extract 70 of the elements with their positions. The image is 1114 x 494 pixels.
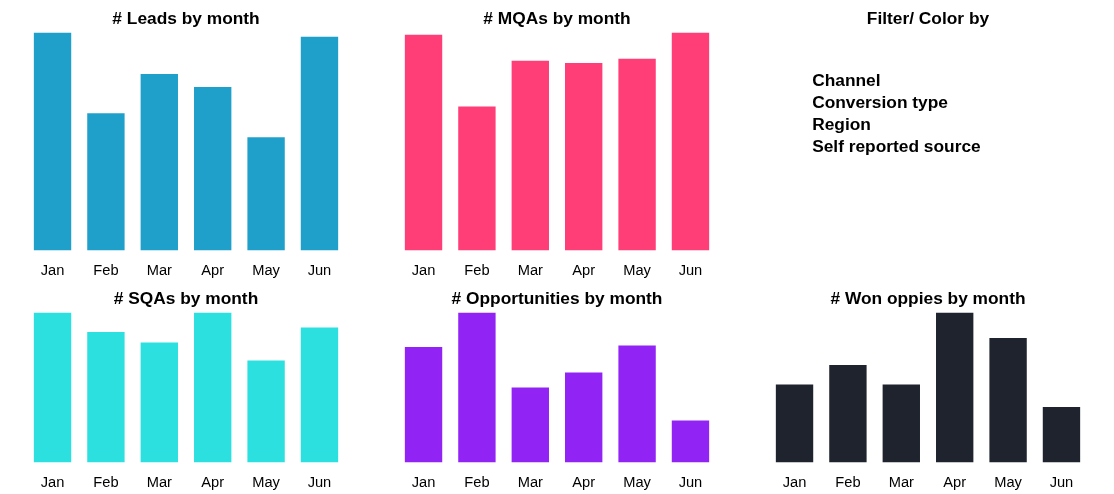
x-tick-label: Feb — [93, 261, 119, 278]
x-tick-label: Apr — [943, 473, 967, 490]
text: Region — [812, 114, 871, 135]
bar — [194, 312, 232, 463]
chart-title: # Opportunities by month — [451, 287, 663, 308]
bar — [404, 347, 443, 463]
bar — [194, 87, 232, 251]
bar — [300, 36, 339, 251]
bar — [882, 384, 920, 463]
bar — [140, 342, 178, 463]
bar — [33, 312, 72, 463]
bar — [33, 32, 72, 251]
x-tick-label: Mar — [146, 473, 173, 490]
x-tick-label: May — [252, 261, 281, 278]
bar — [565, 372, 603, 463]
x-tick-label: Mar — [517, 473, 544, 490]
bar — [87, 113, 125, 251]
x-tick-label: Mar — [888, 473, 915, 490]
bar — [618, 58, 656, 251]
x-tick-label: Jun — [678, 261, 703, 278]
x-tick-label: Feb — [93, 473, 119, 490]
bar — [671, 420, 710, 463]
x-tick-label: Apr — [572, 473, 596, 490]
x-tick-label: Jun — [678, 473, 703, 490]
x-tick-label: May — [994, 473, 1023, 490]
chart-title: # Won oppies by month — [830, 287, 1026, 308]
bar — [140, 73, 178, 251]
x-tick-label: Mar — [146, 261, 173, 278]
text: Channel — [812, 70, 881, 91]
x-tick-label: Jan — [782, 473, 807, 490]
bar — [87, 332, 125, 463]
bar — [671, 32, 710, 251]
x-tick-label: May — [623, 473, 652, 490]
text: Self reported source — [812, 135, 982, 156]
bar — [300, 327, 339, 463]
x-tick-label: Mar — [517, 261, 544, 278]
x-tick-label: Jan — [40, 473, 65, 490]
x-tick-label: Feb — [835, 473, 861, 490]
text: Conversion type — [812, 92, 949, 113]
x-tick-label: May — [252, 473, 281, 490]
bar — [989, 338, 1027, 463]
bar — [511, 60, 549, 251]
chart-title: # MQAs by month — [483, 7, 631, 28]
x-tick-label: Jan — [411, 261, 436, 278]
bar — [1042, 407, 1081, 463]
bar — [247, 137, 285, 251]
bar — [458, 312, 496, 463]
bar — [618, 345, 656, 463]
x-tick-label: May — [623, 261, 652, 278]
bar — [775, 384, 814, 463]
x-tick-label: Jan — [40, 261, 65, 278]
x-tick-label: Apr — [201, 473, 225, 490]
x-tick-label: Jun — [1049, 473, 1074, 490]
x-tick-label: Apr — [201, 261, 225, 278]
x-tick-label: Jan — [411, 473, 436, 490]
x-tick-label: Jun — [307, 261, 332, 278]
chart-title: # SQAs by month — [113, 287, 259, 308]
bar — [247, 360, 285, 463]
chart-title: # Leads by month — [112, 7, 260, 28]
x-tick-label: Jun — [307, 473, 332, 490]
bar — [404, 34, 443, 251]
bar — [936, 312, 974, 463]
x-tick-label: Apr — [572, 261, 596, 278]
bar — [458, 106, 496, 251]
bar — [565, 63, 603, 251]
bar — [511, 387, 549, 463]
bar — [829, 365, 867, 463]
text: Filter/ Color by — [866, 7, 990, 28]
x-tick-label: Feb — [464, 261, 490, 278]
x-tick-label: Feb — [464, 473, 490, 490]
